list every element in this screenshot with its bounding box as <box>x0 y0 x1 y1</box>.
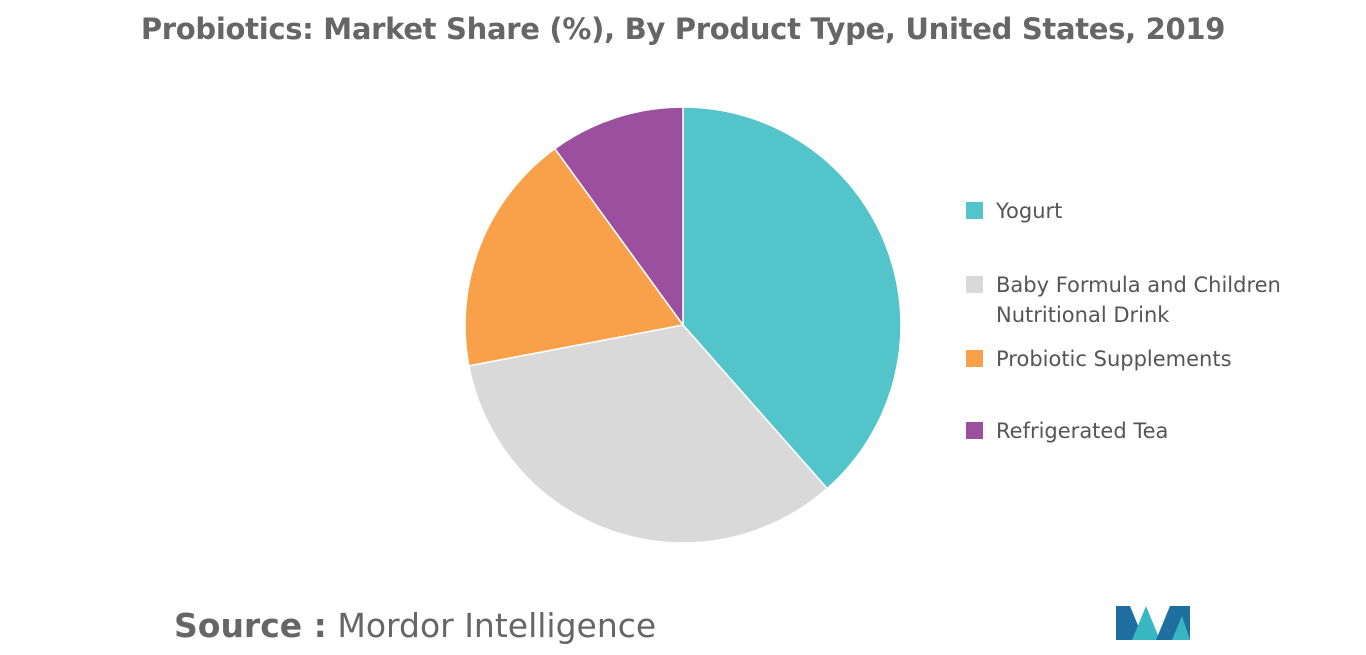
source-note: Source : Mordor Intelligence <box>174 606 656 645</box>
pie-chart <box>464 106 902 544</box>
legend-label: Baby Formula and Children Nutritional Dr… <box>996 273 1281 327</box>
legend-label: Probiotic Supplements <box>996 347 1232 371</box>
legend-item: Baby Formula and Children Nutritional Dr… <box>966 270 1296 330</box>
legend-swatch <box>966 422 983 439</box>
legend-item: Probiotic Supplements <box>966 344 1296 374</box>
chart-title: Probiotics: Market Share (%), By Product… <box>140 12 1226 46</box>
legend-item: Refrigerated Tea <box>966 416 1296 446</box>
source-label: Source : <box>174 606 327 645</box>
pie-slice-yogurt <box>682 106 902 490</box>
logo-right-accent <box>1172 616 1190 640</box>
logo-mid-stroke <box>1132 606 1160 640</box>
legend-swatch <box>966 350 983 367</box>
legend-label: Refrigerated Tea <box>996 419 1169 443</box>
legend-label: Yogurt <box>996 199 1063 223</box>
legend-item: Yogurt <box>966 196 1296 226</box>
pie-slice-baby-formula-and-children-nutritional-drink <box>467 324 829 544</box>
legend-swatch <box>966 202 983 219</box>
pie-slice-probiotic-supplements <box>464 147 685 367</box>
source-text: Mordor Intelligence <box>337 606 657 645</box>
mordor-intelligence-logo <box>1116 606 1190 640</box>
legend-swatch <box>966 276 983 293</box>
pie-slice-refrigerated-tea <box>553 106 684 328</box>
